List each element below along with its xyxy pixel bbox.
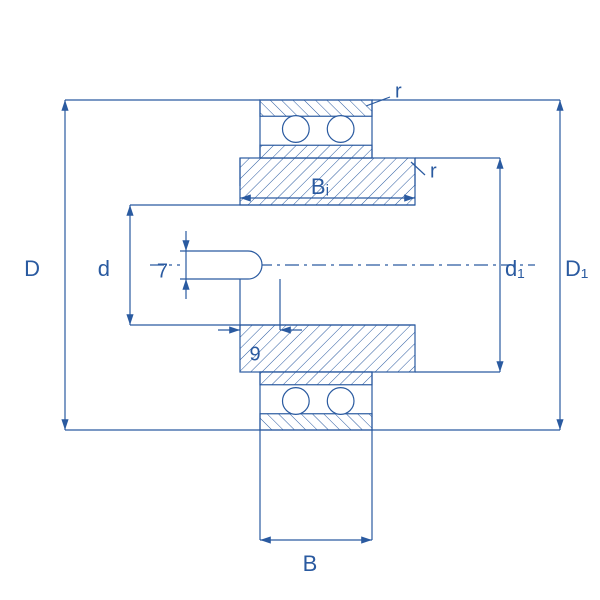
svg-text:9: 9	[249, 343, 260, 365]
svg-text:r: r	[395, 80, 402, 102]
geometry-group	[150, 100, 535, 430]
diagram-svg: Dd D₁ d₁ B Bᵢ 9 7 r r	[0, 0, 600, 600]
svg-text:D₁: D₁	[565, 256, 588, 281]
svg-text:d₁: d₁	[505, 256, 525, 281]
svg-text:r: r	[430, 160, 437, 182]
svg-text:Bᵢ: Bᵢ	[311, 174, 329, 199]
svg-text:7: 7	[157, 260, 168, 282]
bearing-diagram: Dd D₁ d₁ B Bᵢ 9 7 r r	[0, 0, 600, 600]
svg-text:d: d	[98, 256, 110, 281]
svg-text:D: D	[24, 256, 40, 281]
svg-text:B: B	[303, 551, 318, 576]
